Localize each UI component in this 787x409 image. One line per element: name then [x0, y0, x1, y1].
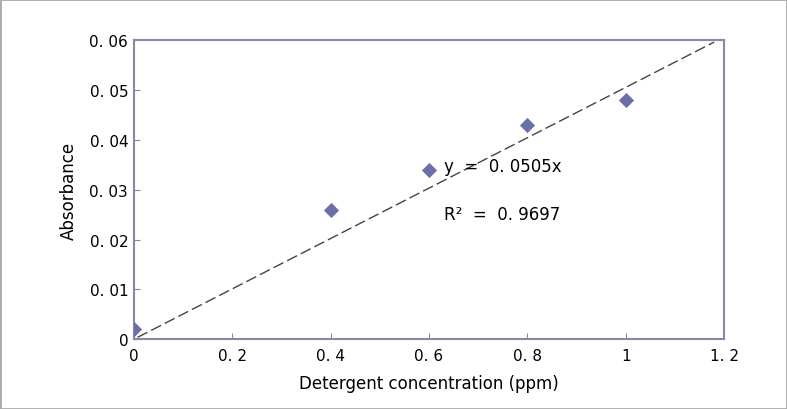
Point [521, 122, 534, 129]
Point [619, 97, 632, 104]
X-axis label: Detergent concentration (ppm): Detergent concentration (ppm) [299, 374, 559, 392]
Text: R²  =  0. 9697: R² = 0. 9697 [444, 205, 560, 223]
Y-axis label: Absorbance: Absorbance [61, 141, 79, 239]
Point [127, 326, 140, 333]
Point [423, 167, 435, 173]
Point [324, 207, 337, 213]
Text: y  =  0. 0505x: y = 0. 0505x [444, 157, 561, 175]
